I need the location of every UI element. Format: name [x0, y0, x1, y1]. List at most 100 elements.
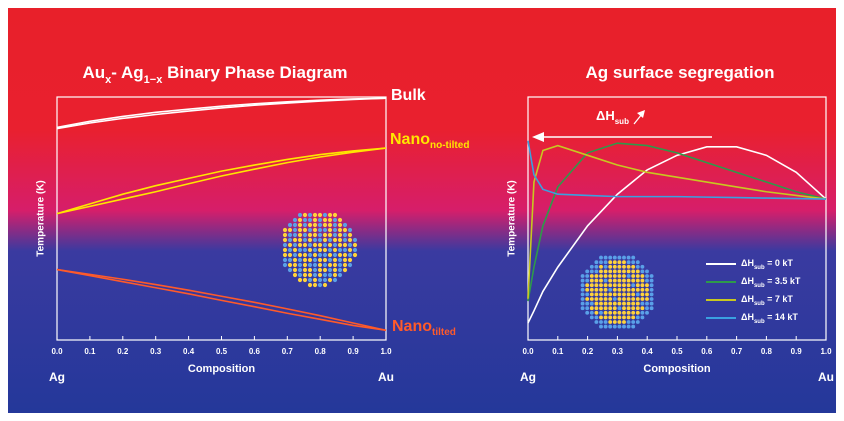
- x-tick-label: 0.7: [282, 347, 294, 356]
- atom: [348, 238, 352, 242]
- atom: [631, 265, 635, 269]
- atom: [323, 233, 327, 237]
- atom: [645, 306, 649, 310]
- atom: [338, 223, 342, 227]
- atom: [590, 311, 594, 315]
- atom: [613, 265, 617, 269]
- atom: [636, 302, 640, 306]
- atom: [308, 248, 312, 252]
- atom: [627, 269, 631, 273]
- atom: [617, 256, 621, 260]
- x-tick-label: 0.8: [315, 347, 327, 356]
- y-axis-label: Temperature (K): [507, 180, 518, 257]
- atom: [650, 283, 654, 287]
- atom: [604, 320, 608, 324]
- series-label-part: tilted: [432, 327, 456, 338]
- atom: [338, 228, 342, 232]
- atom: [650, 292, 654, 296]
- atom: [627, 288, 631, 292]
- atom: [631, 297, 635, 301]
- atom: [585, 288, 589, 292]
- atom: [343, 253, 347, 257]
- atom: [308, 238, 312, 242]
- atom: [323, 278, 327, 282]
- atom: [308, 268, 312, 272]
- x-tick-label: 1.0: [380, 347, 392, 356]
- series-label-part: no-tilted: [430, 140, 469, 151]
- atom: [622, 302, 626, 306]
- atom: [293, 258, 297, 262]
- atom: [636, 315, 640, 319]
- atom: [303, 233, 307, 237]
- atom: [604, 297, 608, 301]
- x-axis-label: Composition: [188, 363, 255, 375]
- atom: [293, 248, 297, 252]
- x-start-label: Ag: [520, 370, 536, 384]
- atom: [640, 283, 644, 287]
- atom: [631, 260, 635, 264]
- atom: [608, 292, 612, 296]
- atom: [333, 278, 337, 282]
- atom: [288, 263, 292, 267]
- atom: [604, 265, 608, 269]
- atom: [298, 228, 302, 232]
- atom: [313, 283, 317, 287]
- atom: [313, 243, 317, 247]
- atom: [640, 311, 644, 315]
- atom: [645, 292, 649, 296]
- atom: [288, 268, 292, 272]
- legend-label-part: = 7 kT: [765, 294, 794, 304]
- atom: [594, 269, 598, 273]
- atom: [318, 248, 322, 252]
- atom: [599, 306, 603, 310]
- atom: [298, 258, 302, 262]
- atom: [328, 243, 332, 247]
- atom: [298, 243, 302, 247]
- atom: [293, 238, 297, 242]
- atom: [599, 274, 603, 278]
- atom: [338, 243, 342, 247]
- atom: [636, 279, 640, 283]
- atom: [613, 325, 617, 329]
- atom: [604, 292, 608, 296]
- atom: [348, 248, 352, 252]
- annotation-part: sub: [615, 117, 629, 126]
- x-tick-label: 0.9: [791, 347, 803, 356]
- atom: [288, 238, 292, 242]
- atom: [617, 302, 621, 306]
- atom: [604, 288, 608, 292]
- atom: [585, 279, 589, 283]
- atom: [581, 274, 585, 278]
- atom: [298, 268, 302, 272]
- x-axis-label: Composition: [643, 363, 710, 375]
- atom: [613, 269, 617, 273]
- atom: [298, 263, 302, 267]
- atom: [599, 311, 603, 315]
- atom: [323, 228, 327, 232]
- atom: [613, 311, 617, 315]
- atom: [585, 283, 589, 287]
- legend-label-part: sub: [754, 301, 765, 307]
- x-tick-label: 0.4: [183, 347, 195, 356]
- atom: [604, 325, 608, 329]
- chart-title-part: - Ag: [111, 63, 143, 82]
- atom: [608, 302, 612, 306]
- atom: [599, 315, 603, 319]
- atom: [323, 243, 327, 247]
- atom: [594, 306, 598, 310]
- atom: [333, 253, 337, 257]
- x-tick-label: 0.3: [612, 347, 624, 356]
- atom: [313, 223, 317, 227]
- atom: [594, 265, 598, 269]
- atom: [343, 238, 347, 242]
- atom: [590, 306, 594, 310]
- atom: [590, 302, 594, 306]
- atom: [590, 269, 594, 273]
- atom: [631, 279, 635, 283]
- atom: [318, 228, 322, 232]
- atom: [283, 233, 287, 237]
- atom: [318, 243, 322, 247]
- atom: [318, 278, 322, 282]
- atom: [594, 302, 598, 306]
- atom: [613, 256, 617, 260]
